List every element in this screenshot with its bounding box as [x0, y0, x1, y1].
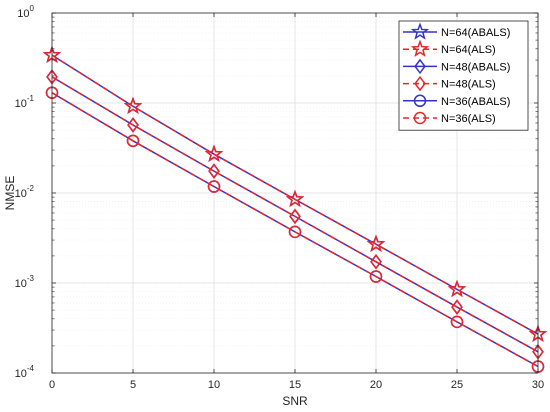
legend-item: N=64(ABALS) — [403, 22, 510, 40]
data-point-diamond — [208, 163, 220, 179]
legend-item: N=36(ABALS) — [403, 94, 510, 108]
legend-label: N=36(ABALS) — [441, 96, 510, 108]
x-tick-label: 0 — [49, 379, 55, 391]
data-point-diamond — [127, 117, 139, 133]
legend-marker-circle — [413, 94, 427, 108]
x-axis-title: SNR — [282, 394, 308, 408]
series-N=36(ALS) — [45, 86, 545, 373]
data-point-star — [285, 189, 305, 208]
data-point-star — [366, 234, 386, 252]
data-point-diamond — [451, 299, 463, 315]
legend-item: N=36(ALS) — [403, 111, 496, 125]
series-line — [51, 54, 539, 335]
x-tick-label: 30 — [532, 379, 544, 391]
x-tick-label: 15 — [289, 379, 301, 391]
series-group — [42, 45, 548, 373]
y-axis-title: NMSE — [3, 176, 17, 211]
legend: N=64(ABALS) N=64(ALS) N=48(ABALS) N=48(ALS)… — [398, 20, 529, 131]
x-tick-label: 5 — [130, 379, 136, 391]
y-tick-label: 10-3 — [15, 274, 35, 290]
legend-item: N=48(ALS) — [403, 75, 496, 92]
y-tick-label: 10-2 — [15, 184, 35, 200]
y-tick-label: 100 — [17, 4, 34, 20]
data-point-diamond — [289, 208, 301, 225]
legend-marker-diamond — [414, 58, 426, 75]
data-point-star — [204, 144, 224, 162]
data-point-star — [447, 279, 467, 298]
series-line — [51, 92, 539, 368]
axis-ticks: 0 5 10 15 20 25 30 100 10-1 10-2 10-3 10-4 — [15, 4, 545, 391]
legend-label: N=48(ABALS) — [441, 61, 510, 73]
legend-label: N=48(ALS) — [441, 79, 496, 91]
data-point-circle — [207, 180, 221, 193]
legend-item: N=48(ABALS) — [403, 58, 510, 75]
data-point-circle — [288, 225, 302, 239]
series-line — [51, 76, 539, 353]
legend-label: N=36(ALS) — [441, 113, 496, 125]
data-point-circle — [369, 270, 383, 283]
y-tick-label: 10-1 — [15, 94, 35, 110]
data-point-star — [123, 96, 143, 115]
y-tick-label: 10-4 — [15, 364, 35, 380]
x-tick-label: 25 — [451, 379, 463, 391]
legend-marker-star — [410, 22, 430, 40]
legend-marker-circle — [413, 111, 427, 125]
legend-label: N=64(ABALS) — [441, 27, 510, 39]
x-tick-label: 10 — [208, 379, 220, 391]
x-tick-label: 20 — [370, 379, 382, 391]
data-point-circle — [126, 134, 140, 148]
data-point-circle — [450, 315, 464, 329]
legend-marker-diamond — [414, 75, 426, 92]
legend-item: N=64(ALS) — [403, 39, 496, 58]
legend-label: N=64(ALS) — [441, 44, 496, 56]
legend-marker-star — [410, 39, 430, 58]
data-point-diamond — [370, 254, 382, 270]
